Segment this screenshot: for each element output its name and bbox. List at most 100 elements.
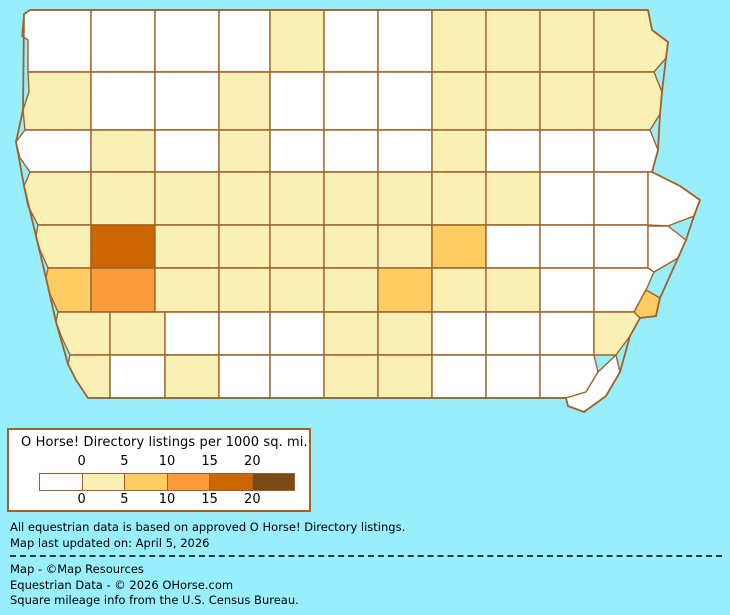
county-lyon [21,9,92,73]
footer-data-credit: Equestrian Data - © 2026 OHorse.com [10,577,234,592]
legend-tick-15: 15 [201,454,218,469]
county-sac [593,129,659,173]
county-dickinson [154,9,220,73]
county-chickasaw [431,71,487,131]
county-cherokee [15,129,92,173]
county-tama [269,224,325,269]
legend: O Horse! Directory listings per 1000 sq.… [7,428,311,512]
legend-tick-5: 5 [120,454,129,469]
county-dubuque [485,171,541,226]
county-marion [164,311,220,356]
county-iowa [323,267,379,313]
county-grundy [269,171,325,226]
county-hancock [269,71,325,131]
county-polk [154,267,220,313]
county-cerro-gordo [323,71,379,131]
county-wapello [269,354,325,399]
county-marshall [218,224,271,269]
county-woodbury [485,129,541,173]
county-osceola [90,9,156,73]
iowa-state-outline [15,9,701,413]
county-layer [15,9,701,413]
county-linn [377,224,433,269]
legend-tick-5: 5 [120,492,129,507]
county-washington [323,311,379,356]
legend-swatch-5 [252,474,294,490]
county-johnson [377,267,433,313]
county-mitchell [431,9,487,73]
county-crawford [593,171,649,226]
legend-color-ramp [39,473,295,491]
county-floyd [377,71,433,131]
county-emmet [218,9,271,73]
county-clarke [109,354,166,399]
footer-last-updated: Map last updated on: April 5, 2026 [10,535,210,550]
county-o-brien [90,71,156,131]
county-winneshiek [539,9,595,73]
county-monroe [218,354,271,399]
legend-swatch-2 [125,474,168,490]
county-lucas [164,354,220,399]
county-webster [90,171,156,226]
county-franklin [323,129,379,173]
legend-tick-10: 10 [158,454,176,469]
legend-swatch-4 [210,474,253,490]
county-shelby [593,224,649,269]
footer-map-credit: Map - ©Map Resources [10,562,144,576]
county-hardin [218,171,271,226]
county-plymouth [593,71,663,131]
legend-tick-0: 0 [77,492,86,507]
county-bremer [431,129,487,173]
county-jasper [218,267,271,313]
county-henry [377,354,433,399]
county-fremont [485,354,541,399]
footer-notes: All equestrian data is based on approved… [10,520,725,609]
county-sioux [22,71,92,131]
legend-tick-20: 20 [244,492,261,507]
county-boone [90,224,156,269]
legend-swatch-0 [40,474,83,490]
county-fayette [485,71,541,131]
legend-ticks-top: 0 5 10 15 20 [39,454,295,470]
county-humboldt [218,129,271,173]
county-muscatine [377,311,433,356]
county-mills [485,311,541,356]
county-story [154,224,220,269]
county-montgomery [539,311,595,356]
iowa-county-choropleth-map [15,9,701,413]
county-winnebago [323,9,379,73]
footer-census-credit: Square mileage info from the U.S. Census… [10,593,299,607]
county-palo-alto [218,71,271,131]
legend-swatch-1 [82,474,125,490]
county-clinton [485,267,541,313]
county-cedar [431,267,487,313]
county-kossuth [269,9,325,73]
county-delaware [431,171,487,226]
legend-ticks-bottom: 0 5 10 15 20 [39,492,295,508]
footer-data-source-note: All equestrian data is based on approved… [10,520,406,534]
county-worth [377,9,433,73]
legend-tick-15: 15 [201,492,218,507]
county-clay [154,71,220,131]
county-calhoun [23,171,92,226]
county-butler [377,129,433,173]
legend-swatch-3 [167,474,210,490]
county-jefferson [323,354,379,399]
county-monona [539,171,595,226]
county-black-hawk [323,171,379,226]
legend-tick-20: 20 [244,454,261,469]
county-harrison [539,224,595,269]
county-jackson [485,224,541,269]
map-svg [15,9,701,413]
county-howard [485,9,541,73]
legend-title: O Horse! Directory listings per 1000 sq.… [21,435,308,450]
county-buchanan [377,171,433,226]
county-mahaska [218,311,271,356]
county-pottawattamie [539,267,595,313]
county-keokuk [269,311,325,356]
county-louisa [431,354,487,399]
county-warren [109,311,166,356]
county-wright [269,129,325,173]
county-benton [323,224,379,269]
legend-tick-0: 0 [77,454,86,469]
